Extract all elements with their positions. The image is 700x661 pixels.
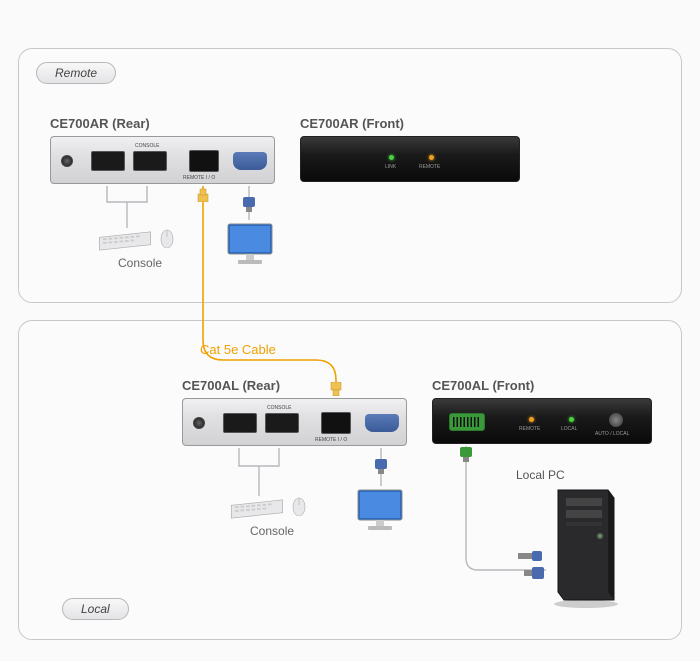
kvm-plug-icon [459, 446, 473, 462]
local-led-label: LOCAL [561, 426, 577, 432]
console-port-label-2: CONSOLE [267, 405, 291, 411]
local-front-label: CE700AL (Front) [432, 378, 534, 393]
usb-plug-icon [518, 548, 542, 566]
console-port-label: CONSOLE [135, 143, 159, 149]
mouse-icon [160, 228, 174, 248]
local-rear-unit: CONSOLE REMOTE I / O [182, 398, 407, 446]
remote-panel-label: Remote [36, 62, 116, 84]
local-rear-label: CE700AL (Rear) [182, 378, 280, 393]
local-led-icon [569, 417, 574, 422]
mouse-icon [292, 496, 306, 516]
rj45-plug-icon [330, 382, 342, 396]
remote-io-label: REMOTE I / O [183, 175, 215, 181]
remote-led-icon-2 [529, 417, 534, 422]
vga-port-icon [365, 414, 399, 432]
usb-port-2-icon [265, 413, 299, 433]
dc-jack-icon [193, 417, 205, 429]
usb-port-1-icon [223, 413, 257, 433]
usb-port-1-icon [91, 151, 125, 171]
dc-jack-icon [61, 155, 73, 167]
vga-port-icon [233, 152, 267, 170]
remote-rear-label: CE700AR (Rear) [50, 116, 150, 131]
local-front-unit: REMOTE LOCAL AUTO / LOCAL [432, 398, 652, 444]
vga-plug-side-icon [524, 566, 544, 585]
link-led-label: LINK [385, 164, 396, 170]
link-led-icon [389, 155, 394, 160]
local-panel-label: Local [62, 598, 129, 620]
keyboard-icon [96, 230, 154, 252]
monitor-icon [356, 488, 404, 532]
remote-led-label: REMOTE [419, 164, 440, 170]
rj45-port-icon [189, 150, 219, 172]
local-console-label: Console [250, 524, 294, 538]
remote-io-label-2: REMOTE I / O [315, 437, 347, 443]
vga-plug-icon [242, 196, 256, 212]
auto-local-button-icon [609, 413, 623, 427]
cat5e-cable-label: Cat 5e Cable [200, 342, 276, 357]
remote-front-label: CE700AR (Front) [300, 116, 404, 131]
remote-led-icon [429, 155, 434, 160]
rj45-port-icon [321, 412, 351, 434]
usb-port-2-icon [133, 151, 167, 171]
remote-front-unit: LINK REMOTE [300, 136, 520, 182]
rj45-plug-icon [197, 188, 209, 202]
kvm-port-icon [449, 413, 485, 431]
remote-rear-unit: CONSOLE REMOTE I / O [50, 136, 275, 184]
auto-local-label: AUTO / LOCAL [595, 431, 629, 437]
local-pc-label: Local PC [516, 468, 565, 482]
pc-tower-icon [548, 488, 618, 613]
remote-console-label: Console [118, 256, 162, 270]
keyboard-icon [228, 498, 286, 520]
monitor-icon [226, 222, 274, 266]
vga-plug-icon [374, 458, 388, 474]
remote-led-label-2: REMOTE [519, 426, 540, 432]
